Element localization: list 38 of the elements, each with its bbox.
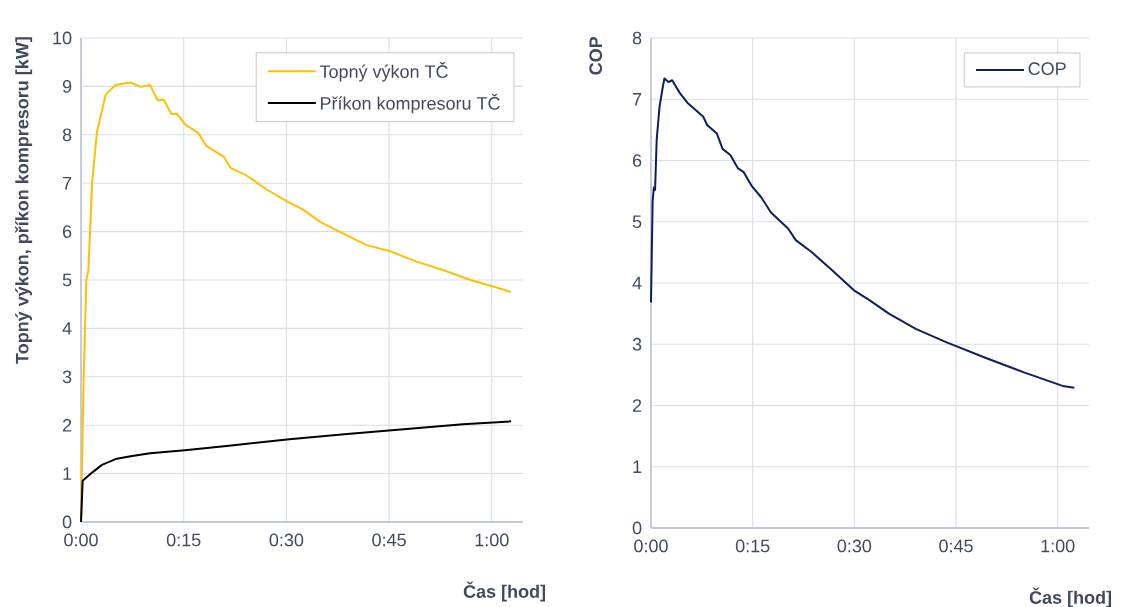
y-tick-label: 6 <box>632 154 642 167</box>
y-tick-label: 6 <box>62 225 72 238</box>
x-tick-label: 0:15 <box>735 539 770 553</box>
y-tick-label: 5 <box>62 273 72 287</box>
x-tick-label: 0:30 <box>837 539 872 553</box>
y-tick-label: 7 <box>632 93 642 106</box>
x-tick-label: 0:00 <box>64 533 98 547</box>
line-series <box>650 77 1076 389</box>
x-axis-title: Čas [hod] <box>1029 587 1112 607</box>
y-tick-label: 10 <box>53 31 72 45</box>
y-axis-title: COP <box>589 36 603 75</box>
y-tick-label: 9 <box>62 80 72 93</box>
legend-label: Topný výkon TČ <box>319 62 448 82</box>
y-tick-label: 4 <box>632 276 642 290</box>
y-tick-label: 2 <box>632 399 642 412</box>
y-tick-label: 3 <box>62 370 72 384</box>
x-tick-label: 0:45 <box>939 539 973 553</box>
y-tick-label: 5 <box>632 215 642 229</box>
legend-label: COP <box>1028 62 1066 76</box>
y-tick-label: 4 <box>62 322 72 335</box>
y-axis-title: Topný výkon, příkon kompresoru [kW] <box>14 37 33 364</box>
x-tick-label: 1:00 <box>475 533 509 547</box>
x-tick-label: 0:15 <box>166 533 201 547</box>
y-tick-label: 8 <box>62 128 72 142</box>
y-tick-label: 1 <box>633 460 642 473</box>
x-axis-title: Čas [hod] <box>463 581 546 602</box>
y-tick-label: 0 <box>632 521 642 535</box>
y-tick-label: 3 <box>632 337 642 351</box>
y-tick-label: 7 <box>62 177 72 190</box>
x-tick-label: 0:30 <box>269 533 304 547</box>
x-tick-label: 0:00 <box>634 539 668 553</box>
y-tick-label: 0 <box>62 515 72 529</box>
legend-label: Příkon kompresoru TČ <box>320 93 500 114</box>
y-tick-label: 1 <box>63 467 72 480</box>
y-tick-label: 2 <box>62 418 72 432</box>
x-tick-label: 0:45 <box>372 533 406 547</box>
x-tick-label: 1:00 <box>1041 539 1075 553</box>
y-tick-label: 8 <box>632 31 642 45</box>
